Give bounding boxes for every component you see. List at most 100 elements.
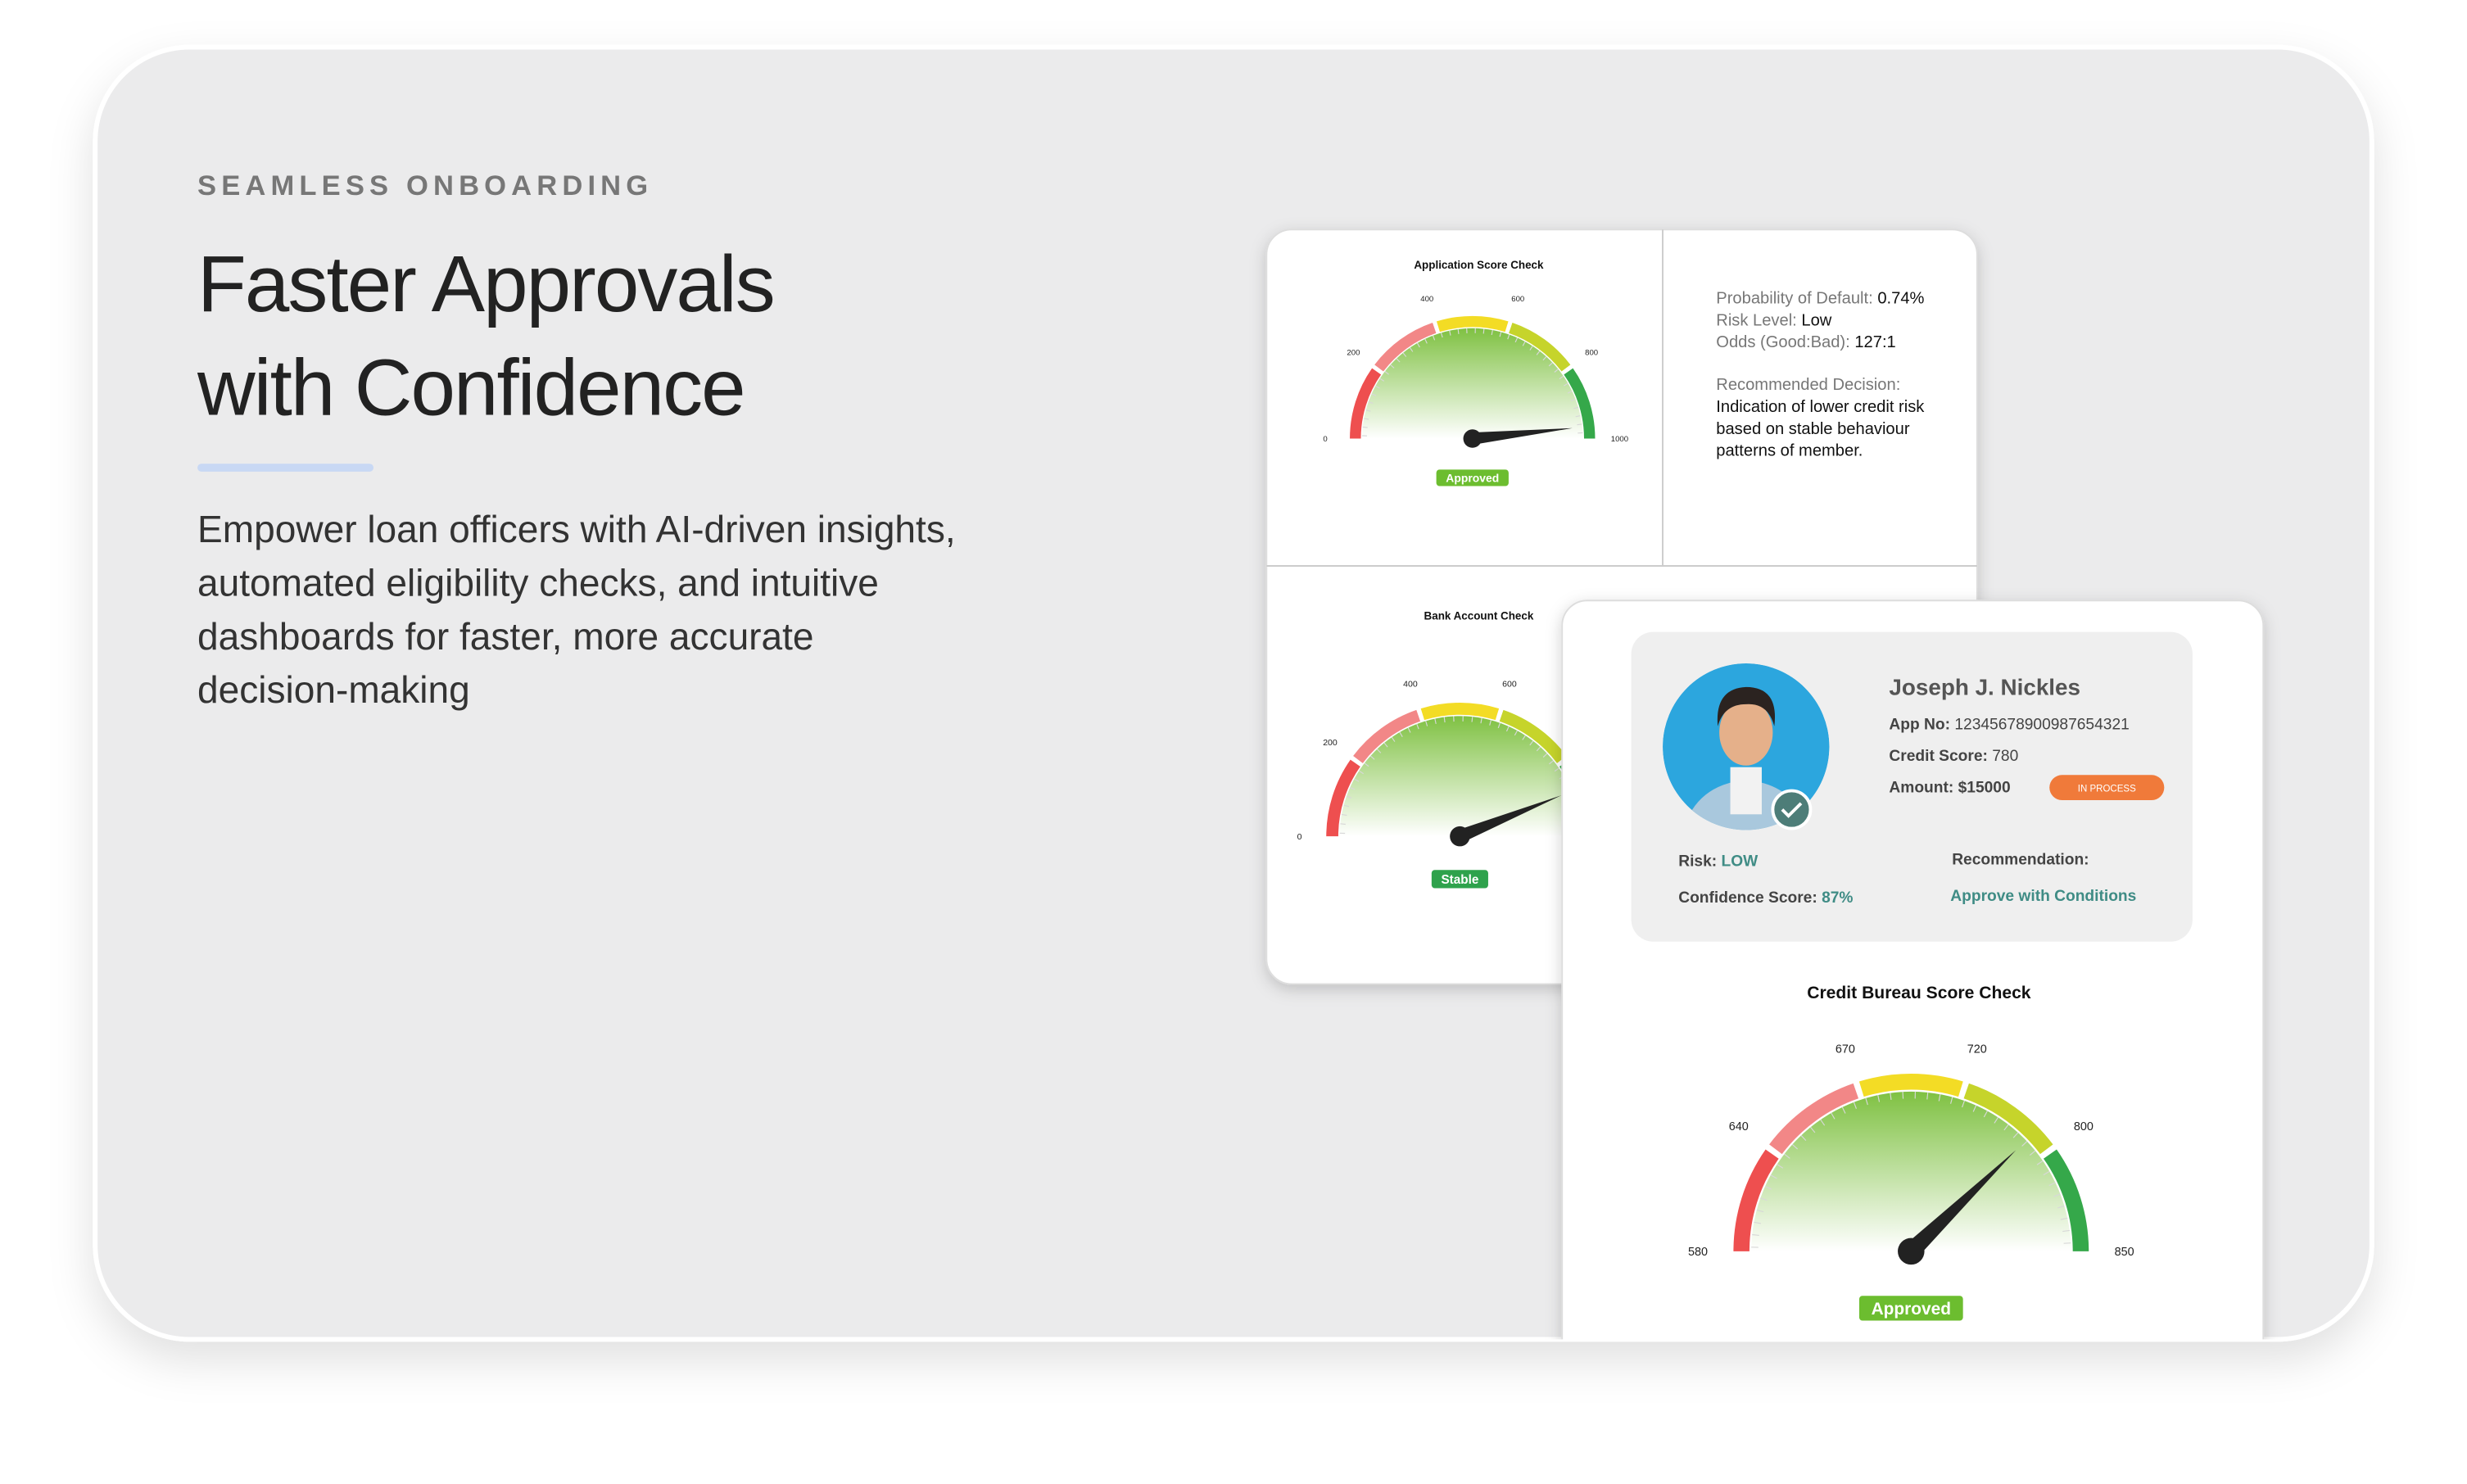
decision-label: Recommended Decision: <box>1716 376 1900 394</box>
app-no: App No: 12345678900987654321 <box>1889 717 2129 734</box>
amount: Amount: $15000 <box>1889 779 2010 796</box>
minor-tick <box>1384 371 1389 375</box>
status-badge <box>1436 469 1509 486</box>
minor-tick <box>1358 770 1365 775</box>
gauge-segment <box>1326 759 1360 837</box>
gauge-hub <box>1898 1237 1925 1265</box>
check-icon <box>1781 802 1803 818</box>
risk-line: Probability of Default: 0.74% <box>1716 289 1924 307</box>
gauge-segment <box>1733 1149 1779 1252</box>
gauge-segment <box>1499 709 1567 763</box>
minor-tick <box>2029 1150 2036 1156</box>
minor-tick <box>1567 391 1573 394</box>
underline <box>197 464 374 472</box>
gauge-hub <box>1450 826 1470 847</box>
minor-tick <box>1542 356 1547 361</box>
gauge-tick-label: 0 <box>1297 832 1302 842</box>
minor-tick <box>1514 337 1519 343</box>
minor-tick <box>1548 362 1553 367</box>
minor-tick <box>1542 753 1548 758</box>
minor-tick <box>1529 346 1533 351</box>
gauge-fill <box>1362 328 1583 439</box>
label: Risk Level: <box>1716 311 1797 329</box>
minor-tick <box>1416 342 1420 348</box>
gauge-tick-label: 400 <box>1420 295 1433 304</box>
minor-tick <box>1994 1116 1999 1124</box>
minor-tick <box>1425 721 1428 726</box>
minor-tick <box>1371 393 1377 396</box>
minor-tick <box>1368 401 1374 405</box>
minor-tick <box>1390 364 1395 369</box>
label: Odds (Good:Bad): <box>1716 333 1849 351</box>
minor-tick <box>1340 823 1346 826</box>
tshirt <box>1730 767 1762 815</box>
minor-tick <box>1341 813 1347 817</box>
hair <box>1717 686 1776 726</box>
front-card: Joseph J. Nickles App No: 12345678900987… <box>1561 599 2265 1340</box>
label: Probability of Default: <box>1716 289 1872 307</box>
minor-tick <box>1522 341 1526 346</box>
minor-tick <box>1514 730 1518 736</box>
label: Credit Score: <box>1889 748 1987 765</box>
minor-tick <box>2021 1141 2028 1147</box>
value: 780 <box>1992 748 2018 765</box>
minor-tick <box>1536 351 1541 355</box>
gauge-segment <box>2043 1149 2089 1252</box>
status-badge-text: Approved <box>1872 1300 1951 1319</box>
status-badge-text: Stable <box>1441 873 1478 887</box>
gauge-tick-label: 640 <box>1729 1120 1749 1133</box>
label: App No: <box>1889 717 1950 734</box>
minor-tick <box>2048 1182 2056 1187</box>
minor-tick <box>1457 328 1460 334</box>
gauge-segment <box>1769 1083 1859 1155</box>
minor-tick <box>1820 1119 1826 1126</box>
minor-tick <box>2057 1205 2065 1209</box>
recommendation-label: Recommendation: <box>1952 852 2089 869</box>
gauge-tick-label: 720 <box>1967 1043 1987 1056</box>
minor-tick <box>1505 726 1510 732</box>
minor-tick <box>1409 347 1414 352</box>
minor-tick <box>1376 749 1382 753</box>
gauge-tick-label: 850 <box>2115 1246 2134 1259</box>
minor-tick <box>1480 717 1482 724</box>
minor-tick <box>2012 1132 2019 1138</box>
minor-tick <box>1391 736 1396 742</box>
gauge-title: Application Score Check <box>1414 259 1544 271</box>
minor-tick <box>1800 1134 1807 1142</box>
minor-tick <box>1752 1233 1759 1236</box>
minor-tick <box>1777 1164 1784 1169</box>
minor-tick <box>1402 352 1407 357</box>
risk: Risk: LOW <box>1678 853 1759 871</box>
minor-tick <box>1950 1097 1953 1104</box>
gauge-tick-label: 400 <box>1403 680 1418 690</box>
title-line: Faster Approvals <box>197 238 774 328</box>
decision-line: based on stable behaviour <box>1716 420 1910 438</box>
minor-tick <box>1346 795 1352 799</box>
label: Risk: <box>1678 853 1717 871</box>
gauge-tick-label: 0 <box>1323 435 1327 444</box>
minor-tick <box>1434 718 1437 725</box>
status-badge <box>1431 870 1488 889</box>
minor-tick <box>1573 406 1579 409</box>
minor-tick <box>1365 409 1371 412</box>
mockups: Application Score Check Bank Account Che… <box>1265 228 2265 1340</box>
minor-tick <box>1440 333 1443 338</box>
gauge-title: Credit Bureau Score Check <box>1807 984 2031 1002</box>
minor-tick <box>1877 1094 1881 1102</box>
minor-tick <box>1554 767 1559 772</box>
risk-line: Odds (Good:Bad): 127:1 <box>1716 333 1895 351</box>
value: Low <box>1801 311 1831 329</box>
title-line: with Confidence <box>197 342 745 432</box>
minor-tick <box>1343 804 1350 808</box>
gauge-hub <box>1463 429 1482 448</box>
minor-tick <box>1536 746 1541 752</box>
minor-tick <box>1369 755 1375 760</box>
value: 127:1 <box>1854 333 1895 351</box>
gauge-segment <box>1858 1074 1963 1097</box>
gauge-segment <box>1374 322 1437 372</box>
gauge-segment <box>1963 1083 2053 1155</box>
minor-tick <box>1471 717 1473 722</box>
gauge-tick-label: 200 <box>1347 348 1360 357</box>
minor-tick <box>1784 1153 1790 1159</box>
